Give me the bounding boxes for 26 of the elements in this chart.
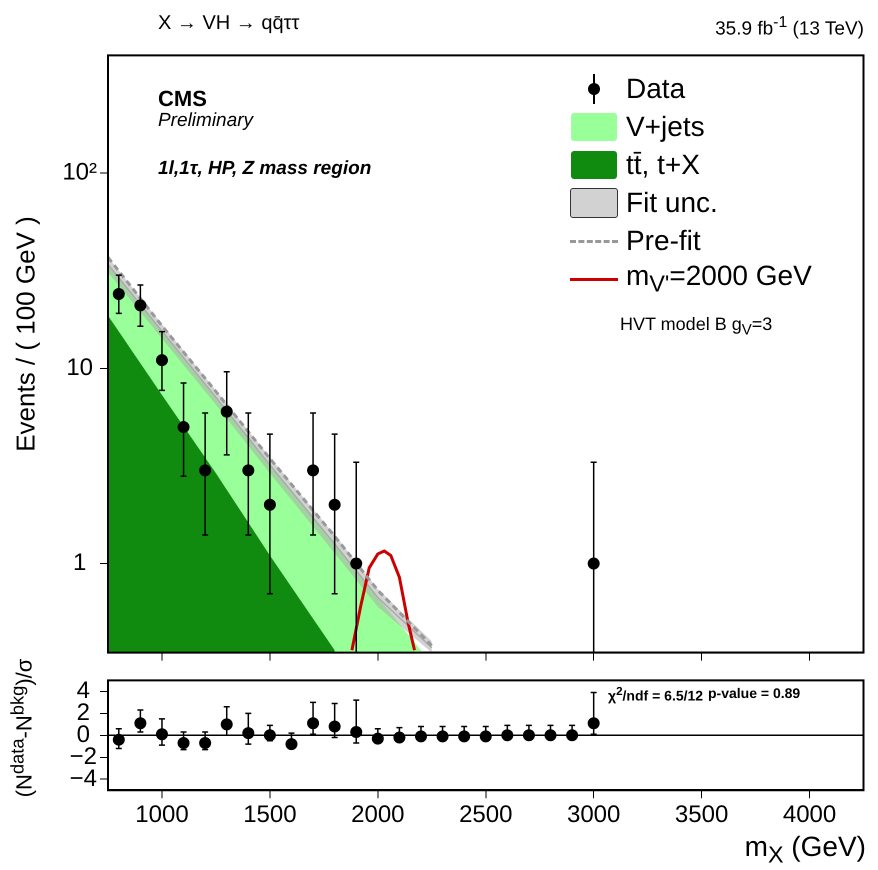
x-tick-label: 4000 (782, 801, 836, 828)
legend-label: m$_{V'}$=2000 GeV (626, 260, 812, 298)
legend-label: V+jets (626, 111, 705, 143)
x-tick-label: 3000 (566, 801, 620, 828)
y-tick-label: 10 (66, 354, 94, 381)
x-tick-label: 2000 (351, 801, 405, 828)
x-tick-label: 1500 (243, 801, 297, 828)
chart-title: X → VH → qq̄ττ (158, 12, 300, 35)
annotation: 1l,1τ, HP, Z mass region (158, 158, 372, 180)
x-tick-label: 1000 (135, 801, 189, 828)
legend-label: tt̄, t+X (626, 149, 700, 181)
x-axis-title: m$_{X}$ (GeV) (744, 831, 866, 869)
y-tick-label: 1 (72, 549, 86, 576)
annotation: CMS (158, 86, 207, 112)
y-axis-title: Events / ( 100 GeV ) (10, 216, 42, 452)
x-tick-label: 3500 (674, 801, 728, 828)
annotation: HVT model B g$_{V}$=3 (620, 314, 772, 339)
legend-label: Data (626, 73, 686, 105)
annotation: Preliminary (158, 110, 254, 132)
annotation: χ$^{2}$/ndf = 6.5/12 (608, 685, 704, 704)
x-tick-label: 2500 (459, 801, 512, 828)
y-tick-label: 10² (62, 158, 98, 186)
legend-label: Pre-fit (626, 225, 701, 257)
text: 35.9 fb$^{-1}$ (13 TeV) (715, 14, 864, 40)
legend-label: Fit unc. (626, 187, 718, 219)
annotation: p-value = 0.89 (708, 685, 800, 701)
